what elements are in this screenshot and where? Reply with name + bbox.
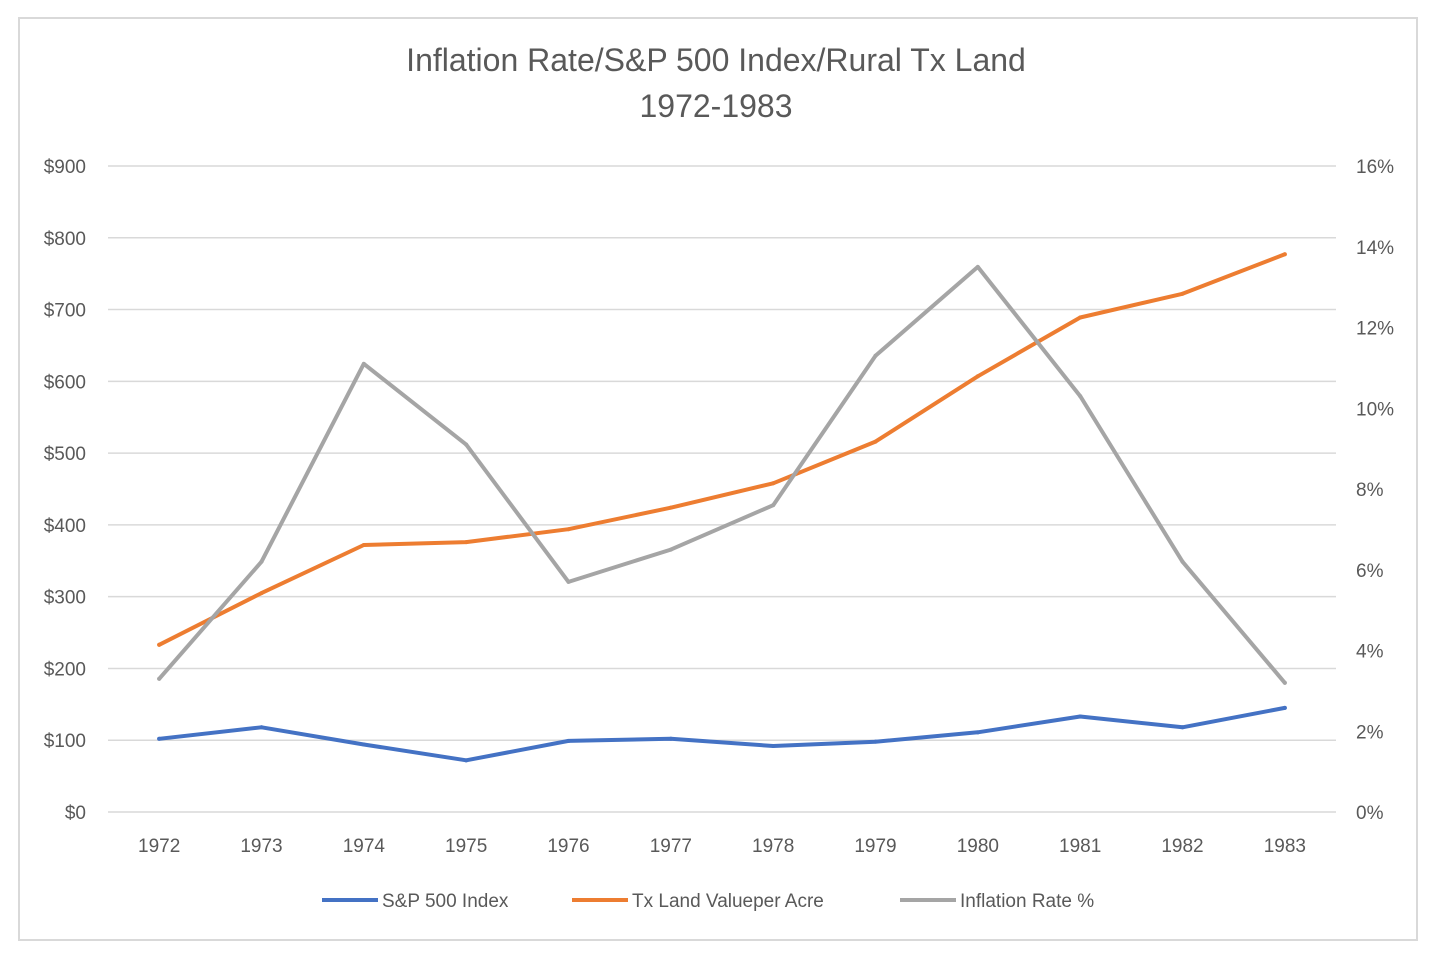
right-tick-label: 12% [1356, 319, 1394, 340]
data-point [975, 730, 980, 735]
data-point [668, 547, 673, 552]
data-point [1282, 680, 1287, 685]
data-point [464, 442, 469, 447]
chart-subtitle: 1972-1983 [639, 88, 792, 124]
right-tick-label: 6% [1356, 561, 1384, 582]
data-point [771, 481, 776, 486]
data-point [157, 642, 162, 647]
x-tick-label: 1976 [547, 836, 589, 857]
x-tick-label: 1978 [752, 836, 794, 857]
left-axis: $0 $100 $200 $300 $400 $500 $600 $700 $800 $900 [44, 157, 86, 824]
legend: S&P 500 Index Tx Land Valueper Acre Inflat… [322, 891, 1094, 912]
data-point [873, 439, 878, 444]
legend-label: Tx Land Valueper Acre [632, 891, 824, 912]
data-point [1180, 559, 1185, 564]
x-tick-label: 1983 [1264, 836, 1306, 857]
legend-label: Inflation Rate % [960, 891, 1094, 912]
series-line-3 [157, 264, 1287, 685]
chart-frame [18, 17, 1418, 941]
x-tick-label: 1981 [1059, 836, 1101, 857]
right-tick-label: 14% [1356, 238, 1394, 259]
left-tick-label: $500 [44, 444, 86, 465]
left-tick-label: $700 [44, 301, 86, 322]
data-point [157, 676, 162, 681]
right-tick-label: 2% [1356, 722, 1384, 743]
data-point [873, 739, 878, 744]
data-point [1180, 725, 1185, 730]
x-tick-label: 1982 [1161, 836, 1203, 857]
series-line-1 [157, 705, 1287, 763]
data-point [566, 579, 571, 584]
gridlines [108, 165, 1336, 813]
data-point [975, 374, 980, 379]
data-point [566, 738, 571, 743]
left-tick-label: $100 [44, 731, 86, 752]
x-tick-label: 1975 [445, 836, 487, 857]
data-point [361, 361, 366, 366]
data-point [1282, 705, 1287, 710]
data-point [157, 736, 162, 741]
left-tick-label: $600 [44, 372, 86, 393]
x-tick-label: 1977 [650, 836, 692, 857]
data-point [464, 540, 469, 545]
right-tick-label: 4% [1356, 642, 1384, 663]
data-point [259, 725, 264, 730]
data-point [259, 591, 264, 596]
chart-title: Inflation Rate/S&P 500 Index/Rural Tx La… [406, 42, 1026, 78]
data-point [361, 742, 366, 747]
left-tick-label: $800 [44, 229, 86, 250]
data-point [668, 505, 673, 510]
x-tick-label: 1980 [957, 836, 999, 857]
data-point [1282, 252, 1287, 257]
x-axis: 1972 1973 1974 1975 1976 1977 1978 1979 1980 1981… [138, 836, 1306, 857]
x-tick-label: 1979 [854, 836, 896, 857]
data-point [771, 503, 776, 508]
data-point [1180, 291, 1185, 296]
left-tick-label: $0 [65, 803, 86, 824]
data-point [975, 264, 980, 269]
right-tick-label: 10% [1356, 399, 1394, 420]
data-point [668, 736, 673, 741]
series-lines [157, 252, 1287, 763]
data-point [566, 527, 571, 532]
x-tick-label: 1974 [343, 836, 386, 857]
data-point [873, 353, 878, 358]
data-point [1078, 714, 1083, 719]
data-point [1078, 394, 1083, 399]
right-tick-label: 0% [1356, 803, 1384, 824]
left-tick-label: $200 [44, 659, 86, 680]
series-line-2 [157, 252, 1287, 647]
left-tick-label: $400 [44, 516, 86, 537]
x-tick-label: 1972 [138, 836, 180, 857]
left-tick-label: $900 [44, 157, 86, 178]
right-tick-label: 8% [1356, 480, 1384, 501]
x-tick-label: 1973 [240, 836, 282, 857]
data-point [464, 758, 469, 763]
data-point [1078, 315, 1083, 320]
data-point [771, 743, 776, 748]
legend-label: S&P 500 Index [382, 891, 509, 912]
right-axis: 0% 2% 4% 6% 8% 10% 12% 14% 16% [1356, 157, 1394, 824]
data-point [259, 559, 264, 564]
left-tick-label: $300 [44, 588, 86, 609]
data-point [361, 542, 366, 547]
right-tick-label: 16% [1356, 157, 1394, 178]
